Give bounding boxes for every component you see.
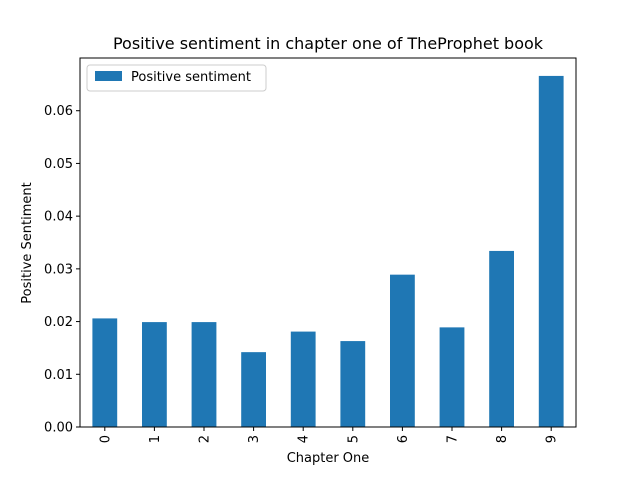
y-tick-label: 0.00 (44, 421, 73, 436)
legend-label: Positive sentiment (131, 70, 251, 85)
chart-title: Positive sentiment in chapter one of The… (113, 34, 544, 53)
x-tick-label: 4 (297, 435, 312, 443)
x-axis: 0 1 2 3 4 5 6 7 8 9 (98, 427, 560, 443)
bar-9 (538, 75, 564, 428)
y-tick-label: 0.01 (44, 368, 73, 383)
x-tick-label: 5 (346, 435, 361, 443)
legend-swatch (95, 71, 122, 81)
bar-3 (241, 352, 266, 427)
bar-5 (340, 341, 366, 427)
y-tick-label: 0.02 (44, 315, 73, 330)
plot-frame (79, 57, 577, 428)
x-tick-label: 7 (446, 435, 461, 443)
legend: Positive sentiment (86, 64, 267, 92)
y-axis: 0.00 0.01 0.02 0.03 0.04 0.05 0.06 (44, 104, 80, 436)
bar-8 (489, 250, 514, 427)
bar-6 (390, 274, 415, 427)
x-tick-label: 9 (545, 435, 560, 443)
bar-7 (439, 327, 465, 427)
bar-2 (191, 322, 217, 427)
bar-4 (290, 331, 316, 427)
legend-box (86, 64, 267, 92)
bar-1 (142, 322, 167, 427)
y-tick-label: 0.03 (44, 262, 73, 277)
y-tick-label: 0.05 (44, 157, 73, 172)
y-tick-label: 0.06 (44, 104, 73, 119)
x-tick-label: 1 (148, 435, 163, 443)
x-tick-label: 0 (98, 435, 113, 443)
x-tick-label: 8 (495, 435, 510, 443)
bar-0 (92, 318, 118, 427)
bars-group (92, 75, 564, 428)
x-tick-label: 2 (198, 435, 213, 443)
x-axis-label: Chapter One (287, 451, 370, 466)
x-tick-label: 3 (247, 435, 262, 443)
x-tick-label: 6 (396, 435, 411, 443)
y-tick-label: 0.04 (44, 210, 73, 225)
y-axis-label: Positive Sentiment (20, 182, 35, 303)
